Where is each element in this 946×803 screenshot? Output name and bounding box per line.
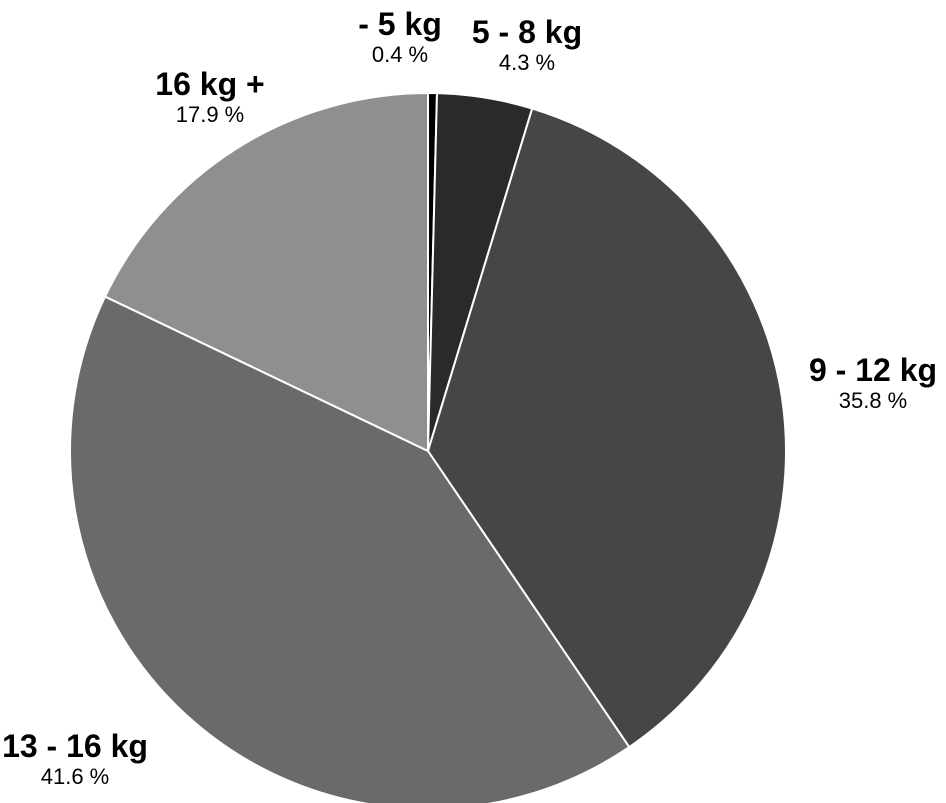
slice-percent: 41.6 % [40,764,110,789]
slice-label-16kg-plus: 16 kg + 17.9 % [140,66,280,128]
slice-name: 9 - 12 kg [808,352,938,388]
pie-slice-2 [427,107,787,749]
slice-name: 16 kg + [155,66,265,102]
slice-name: - 5 kg [358,6,442,42]
pie-slice-3 [69,295,631,803]
pie-slice-4 [104,92,429,452]
slice-label-under-5kg: - 5 kg 0.4 % [340,6,460,68]
slice-label-5-8kg: 5 - 8 kg 4.3 % [462,14,592,76]
slice-percent: 4.3 % [498,50,556,75]
slice-name: 13 - 16 kg [2,728,148,764]
slice-label-9-12kg: 9 - 12 kg 35.8 % [800,352,946,414]
slice-percent: 35.8 % [838,388,908,413]
slice-percent: 17.9 % [175,102,245,127]
slice-percent: 0.4 % [371,42,429,67]
slice-name: 5 - 8 kg [471,14,583,50]
slice-label-13-16kg: 13 - 16 kg 41.6 % [0,728,150,790]
